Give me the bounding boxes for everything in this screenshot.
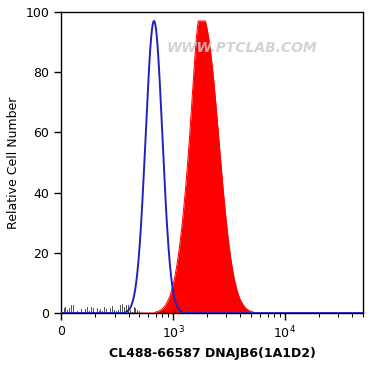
Text: WWW.PTCLAB.COM: WWW.PTCLAB.COM — [167, 41, 317, 55]
X-axis label: CL488-66587 DNAJB6(1A1D2): CL488-66587 DNAJB6(1A1D2) — [109, 347, 316, 360]
Y-axis label: Relative Cell Number: Relative Cell Number — [7, 96, 20, 229]
